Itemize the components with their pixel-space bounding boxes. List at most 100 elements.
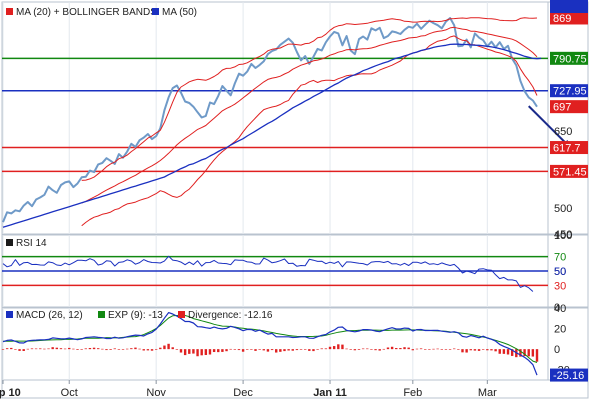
divergence-bar — [283, 349, 286, 352]
price-y-tick-label: 500 — [554, 203, 572, 215]
x-tick-label: Dec — [233, 387, 253, 399]
x-tick-label: Nov — [146, 387, 166, 399]
divergence-bar — [233, 349, 237, 350]
divergence-bar — [374, 349, 377, 351]
divergence-bar — [465, 349, 468, 353]
divergence-bar — [473, 349, 477, 351]
divergence-bar — [303, 349, 307, 350]
divergence-bar — [39, 348, 42, 350]
level-tag-2-bg — [550, 84, 588, 98]
legend-macd: MACD (26, 12) — [16, 310, 83, 321]
divergence-bar — [229, 348, 232, 350]
divergence-bar — [353, 349, 357, 351]
divergence-bar — [125, 348, 129, 350]
divergence-bar — [80, 349, 83, 350]
level-tag-4-bg — [550, 141, 588, 155]
rsi-line — [2, 255, 534, 292]
rsi-y-tick-label: 100 — [554, 230, 572, 242]
divergence-bar — [246, 349, 249, 350]
divergence-bar — [84, 348, 87, 350]
divergence-bar — [270, 349, 274, 351]
level-tag-1-bg — [550, 51, 588, 65]
divergence-bar — [378, 349, 381, 351]
bollinger-lower-line — [81, 35, 538, 227]
divergence-bar — [22, 349, 25, 351]
divergence-bar — [208, 349, 212, 355]
level-tag-5-bg — [550, 164, 588, 178]
divergence-bar — [453, 348, 456, 350]
level-tag-5: 571.45 — [553, 166, 587, 178]
legend-ma20-bollinger: MA (20) + BOLLINGER BANDS — [16, 7, 157, 18]
divergence-bar — [535, 349, 539, 362]
divergence-bar — [134, 347, 137, 350]
divergence-bar — [510, 349, 514, 356]
divergence-bar — [150, 349, 154, 351]
divergence-bar — [26, 348, 30, 350]
divergence-bar — [287, 349, 290, 351]
divergence-bar — [121, 349, 125, 350]
divergence-bar — [105, 349, 108, 351]
x-tick-label: Jan 11 — [313, 387, 347, 399]
rsi-current-tag-bg — [550, 0, 588, 13]
divergence-bar — [407, 347, 410, 350]
divergence-bar — [316, 349, 319, 350]
divergence-bar — [361, 348, 365, 350]
divergence-bar — [299, 349, 303, 350]
divergence-bar — [76, 349, 79, 350]
level-tag-4: 617.7 — [553, 143, 581, 155]
level-lines — [2, 57, 548, 287]
divergence-bar — [175, 349, 179, 350]
rsi-level-label: 70 — [554, 252, 566, 264]
divergence-bar — [167, 343, 170, 350]
divergence-bar — [30, 348, 34, 350]
divergence-bar — [154, 349, 158, 350]
divergence-bar — [212, 349, 216, 353]
legend-macd-swatch — [6, 311, 13, 318]
divergence-bar — [109, 349, 112, 350]
divergence-bar — [428, 349, 431, 350]
divergence-bar — [92, 347, 96, 350]
divergence-bar — [241, 349, 245, 352]
macd-y-tick-label: 0 — [554, 344, 560, 356]
legend-rsi: RSI 14 — [16, 238, 47, 249]
divergence-bar — [146, 349, 150, 351]
divergence-bar — [403, 347, 406, 350]
divergence-bar — [163, 345, 166, 350]
legend-exp: EXP (9): -13 — [108, 310, 163, 321]
divergence-bar — [295, 349, 299, 351]
divergence-bar — [432, 348, 435, 350]
divergence-bar — [117, 349, 121, 350]
divergence-bar — [200, 349, 203, 356]
legend-divergence: Divergence: -12.16 — [188, 310, 273, 321]
divergence-bar — [142, 349, 145, 351]
ma50-line — [2, 43, 542, 228]
divergence-bar — [1, 349, 5, 350]
divergence-bar — [386, 347, 390, 350]
divergence-bar — [47, 348, 50, 350]
divergence-bar — [204, 349, 208, 356]
level-tag-0-bg — [550, 11, 588, 25]
divergence-bar — [5, 348, 9, 350]
price-y-tick-label: 650 — [554, 126, 572, 138]
divergence-bar — [192, 349, 195, 354]
divergence-bar — [527, 349, 530, 357]
x-tick-label: Mar — [478, 387, 497, 399]
divergence-bar — [444, 349, 448, 350]
divergence-bar — [345, 348, 348, 350]
x-tick-label: Sep 10 — [0, 387, 21, 399]
divergence-bar — [279, 349, 282, 352]
divergence-bar — [196, 349, 199, 357]
divergence-bar — [183, 349, 187, 356]
divergence-bar — [370, 349, 373, 350]
divergence-bar — [337, 344, 340, 350]
bollinger-middle-line — [81, 26, 538, 204]
divergence-bar — [258, 349, 261, 350]
divergence-bar — [14, 349, 17, 350]
divergence-bar — [424, 349, 427, 350]
divergence-bar — [490, 349, 493, 351]
divergence-bar — [481, 349, 485, 350]
divergence-bar — [97, 348, 100, 350]
divergence-bar — [486, 349, 489, 351]
divergence-bar — [291, 349, 294, 351]
